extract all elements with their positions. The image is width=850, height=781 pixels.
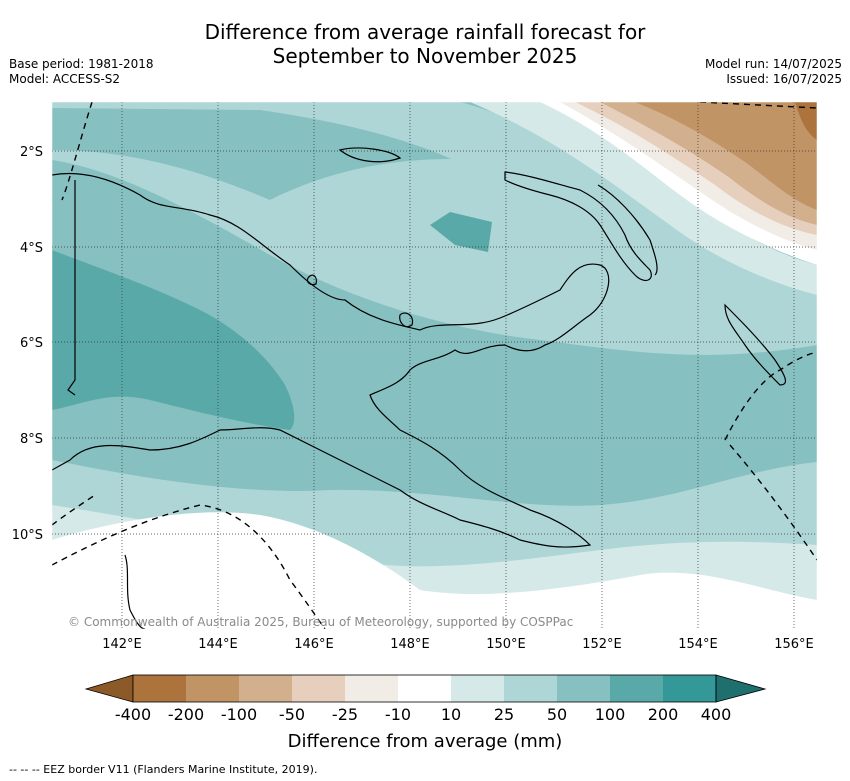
colorbar-swatch-50-100 bbox=[557, 675, 610, 702]
lat-labels: 2°S 4°S 6°S 8°S 10°S bbox=[12, 145, 43, 543]
lat-label-4s: 4°S bbox=[20, 241, 43, 256]
eez-se bbox=[729, 444, 817, 561]
lat-label-2s: 2°S bbox=[20, 145, 43, 160]
eez-borders bbox=[52, 102, 817, 629]
lat-label-8s: 8°S bbox=[20, 432, 43, 447]
new-guinea-coast bbox=[52, 172, 610, 548]
chart-title: Difference from average rainfall forecas… bbox=[0, 20, 850, 68]
colorbar-label: 400 bbox=[701, 705, 732, 724]
colorbar-swatch-200-400 bbox=[663, 675, 716, 702]
colorbar-label: 10 bbox=[441, 705, 461, 724]
title-line-2: September to November 2025 bbox=[272, 44, 578, 68]
small-island-coast bbox=[306, 274, 317, 286]
copyright-text: © Commonwealth of Australia 2025, Bureau… bbox=[68, 615, 573, 629]
border-line bbox=[67, 180, 76, 396]
lon-labels: 142°E 144°E 146°E 148°E 150°E 152°E 154°… bbox=[102, 637, 814, 652]
eez-footnote: -- -- -- EEZ border V11 (Flanders Marine… bbox=[9, 763, 318, 776]
colorbar-swatch-m400-m200 bbox=[133, 675, 186, 702]
band-neutral-south bbox=[52, 512, 817, 629]
base-period: Base period: 1981-2018 bbox=[9, 57, 154, 71]
lat-label-10s: 10°S bbox=[12, 528, 43, 543]
rainfall-anomaly-fill bbox=[52, 102, 817, 629]
band-100-200-islet bbox=[430, 212, 492, 252]
band-m200-m100 bbox=[635, 102, 817, 210]
eez-south bbox=[52, 504, 326, 629]
eez-nw bbox=[61, 102, 93, 201]
colorbar-swatch-100-200 bbox=[610, 675, 663, 702]
colorbar-label: -100 bbox=[221, 705, 257, 724]
colorbar-swatch-m50-m25 bbox=[292, 675, 345, 702]
lon-label-154e: 154°E bbox=[678, 637, 718, 652]
bougainville-coast bbox=[724, 303, 787, 386]
lon-label-148e: 148°E bbox=[390, 637, 430, 652]
colorbar-label: 200 bbox=[648, 705, 679, 724]
karkar-coast bbox=[399, 312, 414, 328]
lon-label-156e: 156°E bbox=[774, 637, 814, 652]
colorbar-swatch-m10-10 bbox=[398, 675, 451, 702]
eez-east bbox=[724, 351, 817, 441]
new-ireland-coast bbox=[597, 184, 658, 276]
lon-label-146e: 146°E bbox=[294, 637, 334, 652]
colorbar-label: -200 bbox=[168, 705, 204, 724]
title-line-1: Difference from average rainfall forecas… bbox=[204, 20, 646, 44]
colorbar-extend-high bbox=[715, 674, 767, 703]
band-m400-m200 bbox=[795, 102, 817, 140]
colorbar-label: 100 bbox=[595, 705, 626, 724]
colorbar-label: 25 bbox=[494, 705, 514, 724]
cape-york-coast bbox=[124, 554, 146, 629]
band-100-200-west bbox=[52, 250, 295, 430]
colorbar-swatch-10-25 bbox=[451, 675, 504, 702]
meta-right: Model run: 14/07/2025 Issued: 16/07/2025 bbox=[705, 57, 842, 87]
colorbar-label: -50 bbox=[279, 705, 305, 724]
band-25-50-middle bbox=[52, 150, 817, 355]
colorbar-label: -25 bbox=[332, 705, 358, 724]
colorbar-label: 50 bbox=[547, 705, 567, 724]
colorbar: -400 -200 -100 -50 -25 -10 10 25 50 100 … bbox=[84, 674, 767, 752]
colorbar-swatch-m100-m50 bbox=[239, 675, 292, 702]
eez-ne bbox=[699, 102, 817, 109]
manus-coast bbox=[338, 147, 402, 163]
lon-label-150e: 150°E bbox=[486, 637, 526, 652]
colorbar-label: -400 bbox=[115, 705, 151, 724]
coastlines bbox=[52, 147, 787, 629]
colorbar-title: Difference from average (mm) bbox=[288, 731, 563, 752]
band-25-50-north bbox=[52, 102, 817, 345]
meta-left: Base period: 1981-2018 Model: ACCESS-S2 bbox=[9, 57, 154, 87]
model-name: Model: ACCESS-S2 bbox=[9, 72, 121, 86]
gridlines bbox=[52, 102, 817, 629]
colorbar-swatch-m200-m100 bbox=[186, 675, 239, 702]
new-britain-coast bbox=[504, 171, 652, 282]
issued-date: Issued: 16/07/2025 bbox=[726, 72, 842, 86]
colorbar-label: -10 bbox=[385, 705, 411, 724]
lon-label-152e: 152°E bbox=[582, 637, 622, 652]
lon-label-142e: 142°E bbox=[102, 637, 142, 652]
lon-label-144e: 144°E bbox=[198, 637, 238, 652]
colorbar-swatch-25-50 bbox=[504, 675, 557, 702]
colorbar-extend-low bbox=[84, 674, 134, 703]
map-frame bbox=[51, 101, 818, 630]
model-run: Model run: 14/07/2025 bbox=[704, 57, 842, 71]
colorbar-swatch-m25-m10 bbox=[345, 675, 398, 702]
lat-label-6s: 6°S bbox=[20, 336, 43, 351]
colorbar-frame bbox=[132, 674, 717, 703]
eez-sw bbox=[52, 494, 96, 526]
